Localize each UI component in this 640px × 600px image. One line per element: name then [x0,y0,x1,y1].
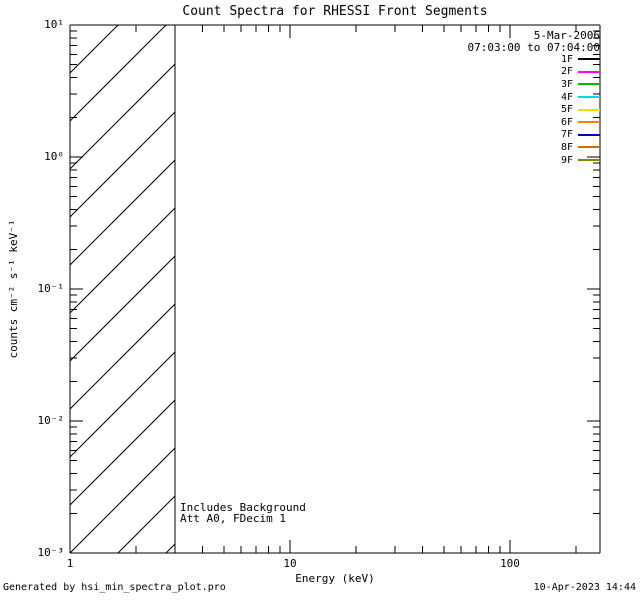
legend-line-swatch [578,70,600,73]
y-tick-label: 10⁻³ [37,546,65,559]
legend-entry-label: 1F [560,53,573,65]
legend-entry-label: 8F [560,141,573,153]
legend-line-swatch [578,121,600,124]
legend-line-swatch [578,146,600,149]
annotation-attenuator-state: Att A0, FDecim 1 [180,512,286,525]
x-tick-label: 1 [66,557,74,570]
legend-entry-label: 7F [560,129,573,141]
legend-entry: 7F [430,129,600,142]
legend-entry-label: 5F [560,104,573,116]
y-tick-label: 10⁰ [44,150,64,163]
legend-entry: 3F [430,78,600,91]
legend-entry-label: 9F [560,154,573,166]
legend-entry-label: 3F [560,78,573,90]
x-axis-label: Energy (keV) [295,572,375,585]
legend-line-swatch [578,83,600,86]
chart-title: Count Spectra for RHESSI Front Segments [182,4,488,19]
annotation-includes-background: Includes Background [180,501,306,514]
legend-entry: 4F [430,91,600,104]
legend-entry: 6F [430,116,600,129]
footer-generated-by: Generated by hsi_min_spectra_plot.pro [3,582,226,593]
legend-time-range: 07:03:00 to 07:04:00 [467,41,600,54]
legend-line-swatch [578,108,600,111]
legend-line-swatch [578,96,600,99]
legend: 1F 2F 3F 4F 5F 6F 7F 8F 9F [430,53,600,166]
x-tick-label: 10 [283,557,297,570]
legend-entry: 2F [430,66,600,79]
y-tick-label: 10⁻¹ [37,282,65,295]
legend-entry: 9F [430,154,600,167]
legend-entry-label: 4F [560,91,573,103]
legend-line-swatch [578,133,600,136]
legend-entry: 5F [430,103,600,116]
y-tick-label: 10⁻² [37,414,65,427]
legend-line-swatch [578,58,600,61]
footer-timestamp: 10-Apr-2023 14:44 [533,582,636,593]
legend-date: 5-Mar-2006 [533,29,600,42]
legend-entry-label: 6F [560,116,573,128]
legend-entry: 8F [430,141,600,154]
legend-entry: 1F [430,53,600,66]
y-tick-label: 10¹ [44,18,64,31]
legend-line-swatch [578,159,600,162]
legend-entry-label: 2F [560,66,573,78]
x-tick-label: 100 [500,557,520,570]
